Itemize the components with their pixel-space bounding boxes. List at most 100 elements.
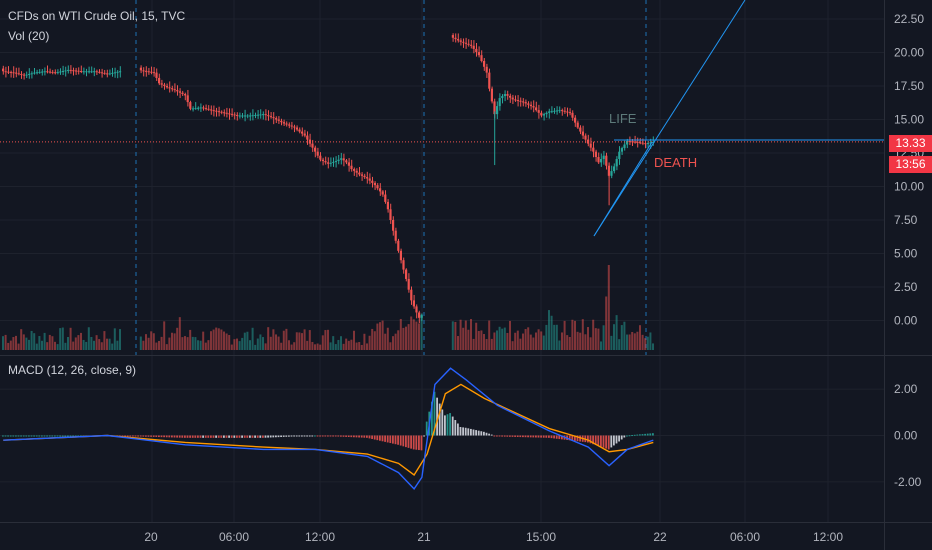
- volume-bar: [33, 333, 36, 350]
- volume-bar: [85, 341, 88, 350]
- candle-body: [85, 71, 88, 73]
- candle-body: [394, 230, 397, 241]
- volume-bar: [607, 265, 610, 350]
- volume-bar: [480, 330, 483, 350]
- volume-bar: [451, 321, 454, 350]
- volume-bar: [496, 330, 498, 350]
- volume-bar: [410, 316, 413, 350]
- candle-body: [64, 70, 67, 72]
- candle-body: [100, 72, 103, 74]
- volume-bar: [340, 336, 342, 350]
- macd-histogram-bar: [431, 401, 433, 436]
- macd-histogram-bar: [379, 435, 381, 441]
- candle-body: [225, 112, 228, 114]
- candle-body: [561, 110, 564, 112]
- volume-bar: [600, 341, 602, 350]
- volume-bar: [358, 342, 361, 350]
- macd-histogram-bar: [389, 435, 392, 444]
- candle-body: [280, 120, 283, 123]
- macd-histogram-bar: [579, 435, 581, 442]
- volume-bar: [641, 334, 644, 350]
- candle-body: [397, 240, 400, 251]
- macd-histogram-bar: [306, 435, 308, 437]
- volume-legend[interactable]: Vol (20): [8, 29, 50, 43]
- volume-bar: [9, 340, 12, 350]
- candle-body: [618, 151, 621, 160]
- volume-bar: [589, 337, 592, 350]
- candle-body: [535, 107, 538, 111]
- macd-histogram-bar: [204, 435, 207, 438]
- candle-body: [191, 108, 194, 110]
- candle-body: [98, 71, 101, 73]
- macd-histogram-bar: [48, 435, 51, 437]
- volume-bar: [386, 327, 389, 350]
- candle-body: [95, 71, 98, 73]
- macd-histogram-bar: [210, 435, 212, 438]
- candle-body: [236, 114, 239, 116]
- volume-bar: [155, 342, 158, 350]
- volume-bar: [150, 331, 153, 350]
- volume-bar: [316, 343, 319, 350]
- price-tick-label: 22.50: [894, 12, 924, 26]
- candle-body: [506, 94, 509, 96]
- volume-bar: [501, 328, 504, 350]
- macd-histogram-bar: [371, 435, 373, 439]
- volume-bar: [184, 336, 186, 350]
- volume-bar: [392, 336, 394, 350]
- candle-body: [251, 115, 254, 117]
- macd-histogram-bar: [462, 427, 464, 436]
- candle-body: [220, 111, 223, 113]
- macd-histogram-bar: [334, 435, 337, 437]
- candle-body: [480, 55, 483, 61]
- candle-body: [498, 98, 501, 107]
- volume-bar: [626, 334, 628, 350]
- volume-bar: [347, 340, 350, 350]
- macd-histogram-bar: [355, 435, 358, 438]
- volume-bar: [186, 337, 189, 350]
- volume-bar: [321, 335, 324, 350]
- candle-body: [56, 72, 59, 74]
- candle-body: [571, 112, 574, 118]
- macd-histogram-bar: [386, 435, 389, 443]
- symbol-legend[interactable]: CFDs on WTI Crude Oil, 15, TVC: [8, 9, 186, 23]
- macd-legend[interactable]: MACD (12, 26, close, 9): [8, 363, 137, 377]
- candle-body: [61, 70, 64, 72]
- volume-bar: [524, 329, 527, 350]
- volume-bar: [4, 334, 7, 350]
- volume-bar: [574, 320, 576, 350]
- candle-body: [644, 143, 647, 145]
- candle-body: [467, 43, 470, 45]
- macd-histogram-bar: [176, 435, 178, 438]
- candle-body: [550, 111, 553, 113]
- candle-body: [41, 71, 44, 73]
- candle-body: [602, 155, 605, 160]
- volume-bar: [407, 324, 410, 350]
- volume-bar: [35, 343, 38, 350]
- candle-body: [20, 73, 23, 75]
- candle-body: [111, 72, 114, 74]
- candle-body: [376, 185, 379, 189]
- volume-bar: [264, 343, 267, 350]
- macd-histogram-bar: [4, 435, 7, 437]
- macd-histogram-bar: [532, 435, 535, 438]
- macd-histogram-bar: [298, 435, 301, 437]
- macd-histogram-bar: [444, 415, 446, 436]
- candle-body: [470, 44, 473, 46]
- macd-histogram-bar: [480, 431, 483, 436]
- candle-body: [524, 102, 527, 104]
- macd-histogram-bar: [303, 435, 306, 437]
- macd-histogram-bar: [186, 435, 189, 438]
- macd-histogram-bar: [56, 435, 59, 437]
- macd-histogram-bar: [594, 435, 597, 446]
- macd-histogram-bar: [483, 431, 485, 436]
- volume-bar: [571, 319, 574, 350]
- macd-histogram-bar: [373, 435, 376, 440]
- volume-bar: [540, 331, 543, 350]
- candle-body: [522, 101, 525, 103]
- volume-bar: [342, 343, 345, 350]
- volume-bar: [56, 344, 59, 350]
- candle-body: [295, 127, 298, 130]
- macd-histogram-bar: [347, 435, 350, 438]
- volume-bar: [519, 338, 522, 350]
